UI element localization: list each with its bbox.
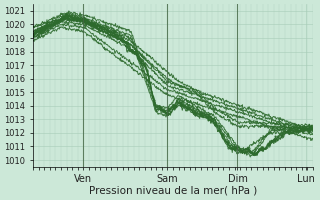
X-axis label: Pression niveau de la mer( hPa ): Pression niveau de la mer( hPa ) — [89, 186, 257, 196]
